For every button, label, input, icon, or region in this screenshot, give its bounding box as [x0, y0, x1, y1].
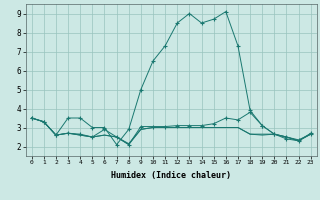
- X-axis label: Humidex (Indice chaleur): Humidex (Indice chaleur): [111, 171, 231, 180]
